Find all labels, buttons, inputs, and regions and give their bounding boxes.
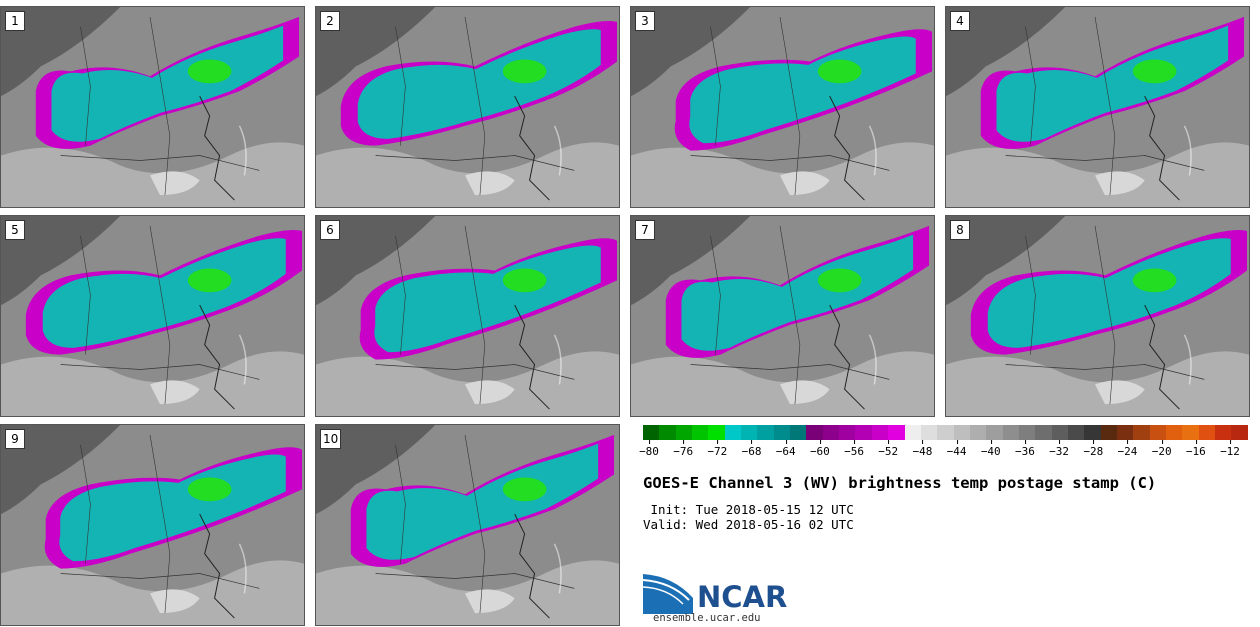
forecast-panel-8: 8 bbox=[945, 215, 1250, 417]
colorbar-tick-label: −76 bbox=[673, 440, 693, 458]
colorbar-swatch bbox=[692, 425, 709, 440]
colorbar-tick-label: −12 bbox=[1220, 440, 1240, 458]
colorbar-tick-label: −24 bbox=[1118, 440, 1137, 458]
colorbar-swatch bbox=[724, 425, 742, 440]
panel-number-label: 4 bbox=[950, 11, 970, 31]
colorbar-tick-label: −40 bbox=[981, 440, 1001, 458]
colorbar-swatch bbox=[855, 425, 872, 440]
colorbar-tick-label: −28 bbox=[1083, 440, 1103, 458]
colorbar-swatch bbox=[920, 425, 938, 440]
water-vapor-map bbox=[316, 425, 619, 625]
colorbar-swatch bbox=[822, 425, 840, 440]
colorbar-swatch bbox=[790, 425, 807, 440]
colorbar-swatch bbox=[1166, 425, 1183, 440]
colorbar-swatch bbox=[953, 425, 970, 440]
water-vapor-map bbox=[946, 7, 1249, 207]
colorbar-tick-label: −48 bbox=[912, 440, 932, 458]
colorbar-swatch bbox=[937, 425, 954, 440]
website-link[interactable]: ensemble.ucar.edu bbox=[653, 612, 761, 624]
forecast-panel-7: 7 bbox=[630, 215, 935, 417]
colorbar-swatch bbox=[1035, 425, 1052, 440]
colorbar-tick-label: −64 bbox=[776, 440, 796, 458]
colorbar-swatch bbox=[888, 425, 905, 440]
colorbar-swatch bbox=[741, 425, 758, 440]
colorbar-tick-label: −52 bbox=[878, 440, 898, 458]
panel-number-label: 6 bbox=[320, 220, 340, 240]
colorbar-tick-label: −32 bbox=[1049, 440, 1069, 458]
colorbar-swatch bbox=[1149, 425, 1166, 440]
colorbar-swatch bbox=[904, 425, 921, 440]
colorbar-swatch bbox=[643, 425, 660, 440]
forecast-panel-3: 3 bbox=[630, 6, 935, 208]
forecast-panel-1: 1 bbox=[0, 6, 305, 208]
forecast-panel-10: 10 bbox=[315, 424, 620, 626]
water-vapor-map bbox=[1, 425, 304, 625]
colorbar-tick-label: −72 bbox=[707, 440, 727, 458]
figure-title: GOES-E Channel 3 (WV) brightness temp po… bbox=[643, 474, 1157, 492]
colorbar-swatch bbox=[1084, 425, 1101, 440]
colorbar-swatch bbox=[659, 425, 676, 440]
colorbar-swatch bbox=[1182, 425, 1199, 440]
colorbar-swatch bbox=[773, 425, 791, 440]
colorbar-swatch bbox=[1067, 425, 1085, 440]
colorbar-tick-label: −68 bbox=[742, 440, 761, 458]
ncar-logo-icon bbox=[643, 574, 693, 614]
forecast-panel-2: 2 bbox=[315, 6, 620, 208]
forecast-panel-6: 6 bbox=[315, 215, 620, 417]
colorbar-tick-label: −80 bbox=[639, 440, 659, 458]
colorbar-swatch bbox=[1198, 425, 1216, 440]
water-vapor-map bbox=[316, 7, 619, 207]
colorbar-tick-label: −36 bbox=[1015, 440, 1035, 458]
colorbar-swatch bbox=[806, 425, 823, 440]
panel-number-label: 3 bbox=[635, 11, 655, 31]
colorbar-tick-label: −44 bbox=[947, 440, 967, 458]
ncar-logo-text: NCAR bbox=[697, 580, 788, 614]
colorbar-tick-label: −60 bbox=[810, 440, 830, 458]
water-vapor-map bbox=[631, 216, 934, 416]
colorbar-swatch bbox=[675, 425, 693, 440]
colorbar-tick-label: −20 bbox=[1152, 440, 1172, 458]
water-vapor-map bbox=[631, 7, 934, 207]
panel-number-label: 9 bbox=[5, 429, 25, 449]
colorbar-tick-label: −16 bbox=[1186, 440, 1206, 458]
panel-number-label: 1 bbox=[5, 11, 25, 31]
forecast-panel-4: 4 bbox=[945, 6, 1250, 208]
colorbar-swatch bbox=[1100, 425, 1117, 440]
colorbar-swatch bbox=[839, 425, 856, 440]
panel-number-label: 2 bbox=[320, 11, 340, 31]
colorbar-swatch bbox=[1018, 425, 1036, 440]
panel-number-label: 8 bbox=[950, 220, 970, 240]
water-vapor-map bbox=[1, 216, 304, 416]
colorbar-swatch bbox=[1051, 425, 1068, 440]
valid-time: Valid: Wed 2018-05-16 02 UTC bbox=[643, 517, 854, 532]
colorbar-swatch bbox=[1116, 425, 1134, 440]
panel-number-label: 10 bbox=[320, 429, 342, 449]
colorbar bbox=[643, 425, 1248, 440]
water-vapor-map bbox=[1, 7, 304, 207]
panel-number-label: 5 bbox=[5, 220, 25, 240]
colorbar-swatch bbox=[757, 425, 774, 440]
forecast-panel-9: 9 bbox=[0, 424, 305, 626]
forecast-panel-5: 5 bbox=[0, 215, 305, 417]
colorbar-swatch bbox=[1133, 425, 1150, 440]
colorbar-swatch bbox=[969, 425, 987, 440]
colorbar-ticks: −80 −76 −72 −68 −64 −60 −56 −52 −48 −44 −40 −36 −32−… bbox=[639, 440, 1248, 462]
colorbar-tick-label: −56 bbox=[844, 440, 864, 458]
init-time: Init: Tue 2018-05-15 12 UTC bbox=[643, 502, 854, 517]
colorbar-swatch bbox=[1231, 425, 1248, 440]
colorbar-swatch bbox=[1215, 425, 1232, 440]
colorbar-swatch bbox=[708, 425, 725, 440]
water-vapor-map bbox=[946, 216, 1249, 416]
water-vapor-map bbox=[316, 216, 619, 416]
panel-number-label: 7 bbox=[635, 220, 655, 240]
colorbar-swatch bbox=[1002, 425, 1019, 440]
colorbar-swatch bbox=[871, 425, 889, 440]
colorbar-swatch bbox=[986, 425, 1003, 440]
